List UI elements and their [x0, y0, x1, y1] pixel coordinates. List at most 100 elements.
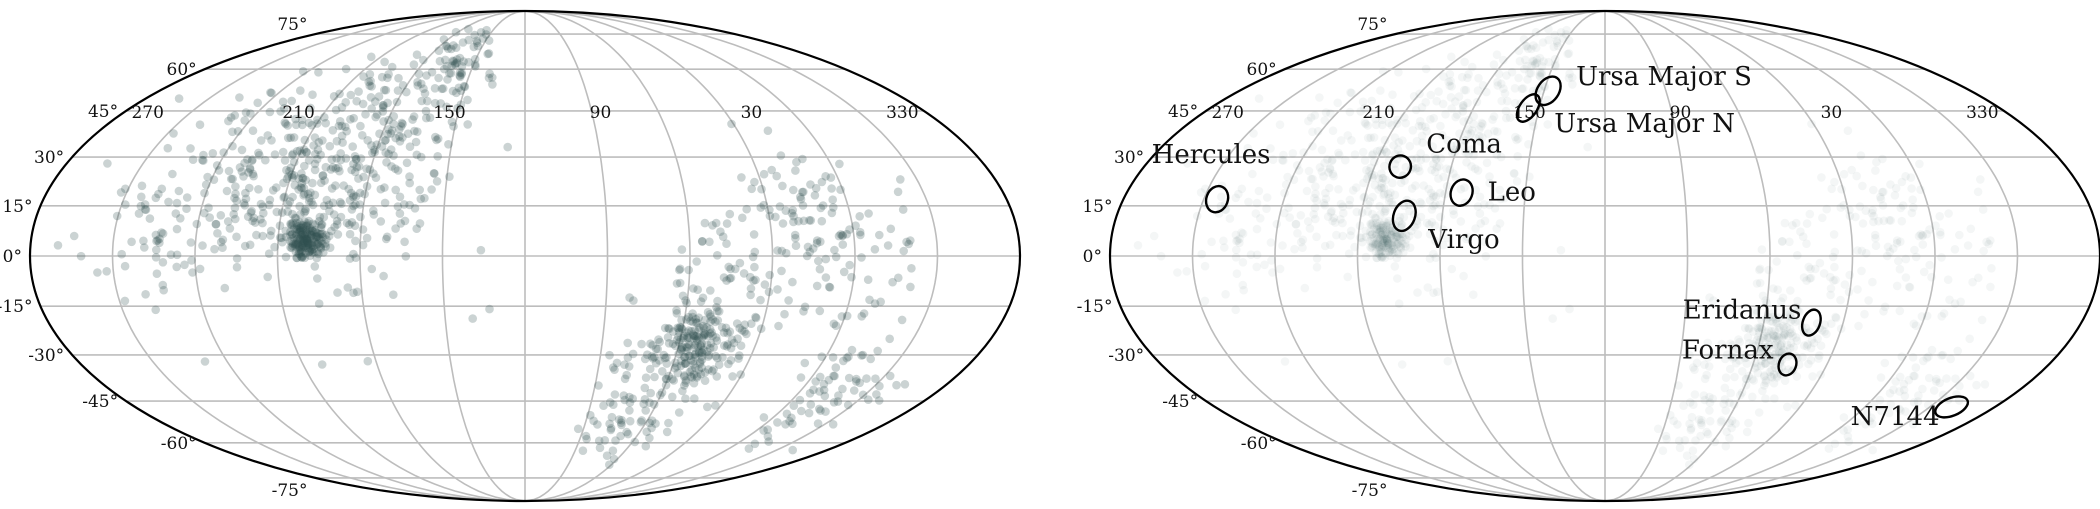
data-point — [102, 267, 111, 276]
data-point — [1252, 250, 1262, 260]
data-point — [1764, 265, 1773, 275]
data-point — [893, 187, 903, 197]
data-point — [1527, 61, 1536, 70]
data-point — [1396, 178, 1406, 188]
data-point — [305, 223, 315, 233]
data-point — [1392, 253, 1402, 263]
data-point — [1923, 400, 1933, 410]
data-point — [1743, 333, 1753, 342]
data-point — [1436, 154, 1446, 163]
data-point — [300, 236, 309, 246]
data-point — [320, 113, 329, 122]
data-point — [1442, 182, 1452, 191]
data-point — [296, 183, 306, 192]
data-point — [1386, 233, 1395, 242]
data-point — [825, 283, 835, 292]
data-point — [446, 68, 456, 78]
data-point — [669, 376, 678, 385]
data-point — [293, 225, 303, 234]
data-point — [857, 253, 866, 262]
data-point — [1757, 315, 1766, 325]
data-point — [1366, 243, 1375, 252]
data-point — [1792, 303, 1801, 312]
data-point — [307, 197, 316, 207]
data-point — [244, 168, 253, 177]
data-point — [623, 338, 632, 348]
data-point — [1363, 121, 1372, 130]
data-point — [1493, 127, 1502, 136]
data-point — [331, 164, 341, 173]
data-point — [312, 253, 322, 263]
data-point — [1938, 390, 1948, 400]
data-point — [1748, 374, 1757, 384]
data-point — [447, 61, 457, 70]
data-point — [776, 151, 786, 160]
data-point — [677, 245, 687, 254]
data-point — [680, 352, 690, 362]
data-point — [789, 217, 798, 227]
data-point — [839, 267, 849, 277]
data-point — [230, 203, 240, 213]
data-point — [366, 93, 376, 102]
data-point — [279, 193, 289, 202]
data-point — [1475, 132, 1484, 141]
data-point — [1904, 375, 1914, 385]
data-point — [620, 360, 629, 370]
data-point — [1469, 151, 1478, 160]
data-point — [1532, 58, 1542, 68]
data-point — [195, 264, 205, 274]
data-point — [292, 225, 302, 234]
data-point — [1382, 233, 1391, 242]
data-point — [1893, 419, 1903, 428]
data-point — [264, 249, 274, 258]
data-point — [351, 236, 360, 246]
data-point — [272, 183, 281, 192]
data-point — [654, 335, 663, 344]
data-point — [176, 214, 185, 223]
data-point — [1761, 394, 1770, 404]
data-point — [476, 28, 486, 37]
data-point — [1365, 236, 1375, 246]
data-point — [1434, 162, 1444, 171]
data-point — [675, 264, 685, 274]
data-point — [1901, 172, 1910, 181]
data-point — [1413, 230, 1423, 239]
data-point — [295, 242, 304, 251]
data-point — [751, 313, 761, 323]
data-point — [655, 337, 664, 347]
data-point — [658, 367, 667, 376]
data-point — [232, 196, 241, 205]
data-point — [1381, 204, 1390, 214]
data-point — [647, 352, 657, 361]
data-point — [318, 229, 327, 238]
data-point — [1583, 142, 1592, 152]
data-point — [368, 148, 377, 158]
data-point — [1416, 149, 1425, 158]
data-point — [367, 82, 376, 91]
data-point — [685, 351, 695, 361]
data-point — [366, 76, 375, 86]
data-point — [1394, 68, 1403, 77]
data-point — [1845, 270, 1854, 280]
data-point — [1312, 262, 1322, 272]
data-point — [1752, 335, 1762, 345]
data-point — [455, 71, 465, 80]
data-point — [1379, 238, 1389, 248]
data-point — [1485, 200, 1494, 210]
data-point — [458, 38, 468, 47]
data-point — [720, 341, 729, 350]
data-point — [332, 154, 341, 163]
data-point — [1915, 159, 1924, 169]
data-point — [593, 420, 602, 429]
data-point — [1792, 336, 1802, 346]
data-point — [1378, 234, 1388, 243]
data-point — [1727, 352, 1737, 361]
data-point — [1869, 401, 1879, 411]
y-tick-label: 30° — [34, 148, 64, 168]
data-point — [1384, 240, 1393, 249]
data-point — [1791, 218, 1801, 228]
data-point — [1385, 251, 1395, 260]
data-point — [1445, 165, 1455, 174]
data-point — [1492, 224, 1501, 233]
data-point — [677, 346, 686, 355]
